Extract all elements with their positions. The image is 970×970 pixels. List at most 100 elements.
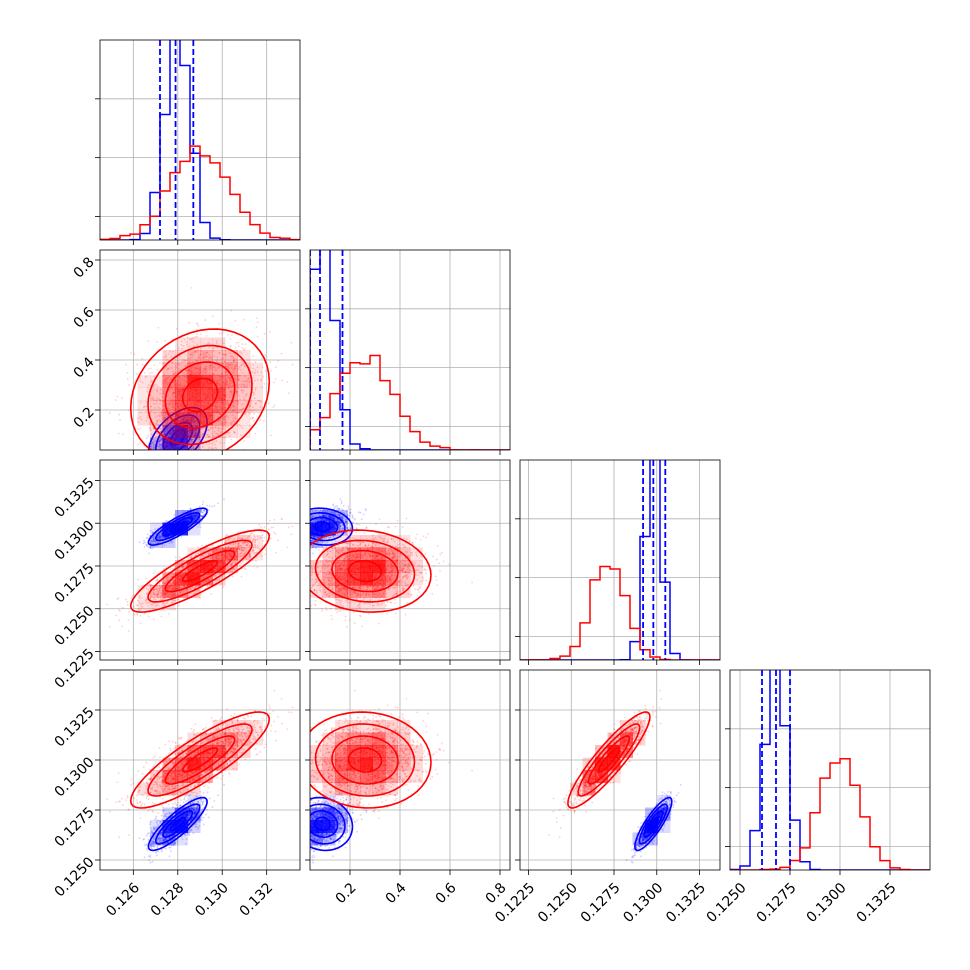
scatter-point: [194, 431, 197, 434]
scatter-point: [156, 452, 158, 454]
scatter-point: [167, 456, 169, 458]
scatter-point: [189, 428, 192, 431]
scatter-point: [156, 453, 158, 455]
scatter-point: [157, 453, 159, 455]
scatter-point: [135, 373, 138, 375]
scatter-point: [156, 455, 158, 457]
histogram-series_a: [100, 40, 300, 240]
scatter-point: [174, 450, 176, 452]
scatter-point: [206, 504, 209, 507]
scatter-point: [167, 454, 169, 456]
scatter-point: [171, 456, 173, 458]
scatter-point: [147, 451, 149, 453]
scatter-point: [157, 445, 159, 448]
scatter-point: [157, 326, 160, 329]
scatter-point: [164, 451, 166, 453]
scatter-point: [162, 457, 164, 459]
scatter-point: [161, 447, 163, 450]
scatter-point: [149, 445, 152, 448]
scatter-point: [223, 498, 225, 501]
scatter-point: [119, 419, 121, 421]
scatter-point: [237, 345, 240, 348]
scatter-point: [188, 428, 191, 431]
scatter-point: [241, 346, 244, 349]
scatter-point: [264, 369, 267, 372]
scatter-point: [152, 446, 155, 448]
scatter-point: [168, 455, 170, 457]
scatter-point: [215, 453, 217, 455]
scatter-point: [178, 454, 180, 456]
scatter-point: [158, 455, 160, 457]
scatter-point: [229, 346, 232, 348]
scatter-point: [175, 327, 178, 330]
scatter-point: [196, 333, 199, 336]
scatter-point: [189, 429, 192, 432]
scatter-point: [291, 363, 294, 366]
scatter-point: [166, 451, 168, 453]
scatter-point: [165, 452, 167, 454]
scatter-point: [159, 438, 162, 441]
scatter-point: [187, 433, 190, 436]
scatter-point: [286, 380, 289, 383]
scatter-point: [190, 287, 193, 289]
scatter-point: [169, 454, 171, 456]
scatter-point: [156, 457, 158, 459]
scatter-point: [254, 369, 257, 372]
scatter-point: [168, 452, 170, 454]
scatter-point: [151, 441, 153, 444]
scatter-point: [172, 454, 174, 456]
scatter-point: [165, 454, 167, 456]
scatter-point: [194, 434, 196, 437]
scatter-point: [152, 442, 155, 445]
scatter-point: [166, 422, 169, 425]
scatter-point: [259, 419, 262, 422]
scatter-point: [141, 357, 144, 360]
scatter-point: [150, 433, 153, 436]
scatter-point: [252, 355, 255, 358]
scatter-point: [270, 434, 272, 437]
scatter-point: [152, 455, 154, 457]
scatter-point: [189, 441, 192, 444]
scatter-point: [192, 435, 195, 438]
scatter-point: [239, 451, 241, 453]
scatter-point: [181, 452, 183, 454]
scatter-point: [183, 455, 185, 457]
scatter-point: [171, 450, 173, 452]
scatter-point: [179, 453, 181, 455]
scatter-point: [196, 432, 198, 435]
panel-content: [310, 250, 510, 450]
scatter-point: [195, 432, 198, 435]
scatter-point: [174, 454, 176, 456]
scatter-point: [153, 456, 155, 458]
scatter-point: [194, 429, 197, 432]
scatter-point: [161, 450, 163, 452]
scatter-point: [182, 455, 184, 457]
scatter-point: [255, 326, 258, 328]
scatter-point: [186, 455, 188, 457]
scatter-point: [136, 363, 139, 366]
scatter-point: [161, 456, 163, 458]
scatter-point: [207, 435, 210, 438]
scatter-point: [165, 454, 167, 456]
scatter-point: [143, 371, 146, 374]
scatter-point: [189, 431, 192, 434]
scatter-point: [154, 452, 156, 454]
density-cell: [200, 375, 213, 388]
scatter-point: [249, 384, 252, 387]
scatter-point: [165, 420, 168, 423]
scatter-point: [192, 452, 194, 454]
scatter-point: [193, 429, 196, 432]
scatter-point: [159, 443, 162, 446]
scatter-point: [149, 372, 151, 375]
scatter-point: [194, 433, 197, 435]
density-cell: [212, 350, 226, 363]
scatter-point: [147, 340, 150, 342]
scatter-point: [159, 448, 162, 450]
density-cell: [175, 375, 188, 388]
scatter-point: [167, 454, 169, 456]
scatter-point: [160, 444, 163, 447]
scatter-point: [163, 456, 165, 458]
scatter-point: [260, 357, 263, 360]
scatter-point: [158, 440, 160, 443]
scatter-point: [158, 441, 161, 444]
